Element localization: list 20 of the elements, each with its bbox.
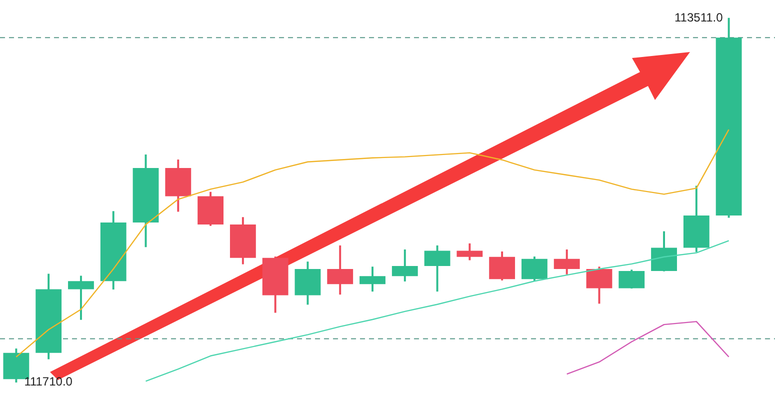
candlestick xyxy=(165,160,192,212)
candlestick xyxy=(456,243,483,260)
annotation: 113511.0 xyxy=(674,10,724,25)
candlestick xyxy=(618,270,645,289)
candlestick xyxy=(683,186,710,252)
candlestick xyxy=(489,251,516,280)
candlestick xyxy=(360,266,386,292)
candlestick xyxy=(198,192,224,226)
candlestick xyxy=(262,256,288,313)
candlestick xyxy=(424,245,450,292)
candlestick xyxy=(230,217,256,264)
candlestick xyxy=(522,256,548,282)
candlestick xyxy=(327,245,354,295)
candlestick xyxy=(392,249,418,282)
annotation: 111710.0 xyxy=(24,374,73,388)
candlestick xyxy=(100,211,126,290)
candlestick xyxy=(294,262,321,305)
candlestick xyxy=(554,249,580,274)
candlestick xyxy=(68,276,94,320)
candlestick xyxy=(36,274,62,360)
